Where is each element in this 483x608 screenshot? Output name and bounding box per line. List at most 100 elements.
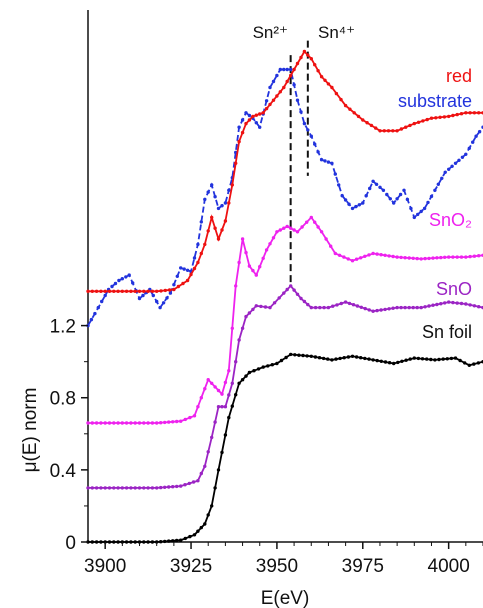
data-point	[227, 393, 231, 397]
data-point	[374, 182, 379, 186]
data-point	[261, 365, 265, 369]
data-point	[271, 79, 276, 84]
data-point	[90, 540, 95, 544]
data-point	[405, 197, 410, 202]
data-point	[316, 225, 320, 229]
data-point	[264, 248, 269, 252]
data-point	[342, 255, 346, 259]
data-point	[347, 202, 351, 206]
data-point	[275, 94, 279, 98]
data-point	[285, 79, 289, 84]
data-point	[227, 201, 231, 205]
data-point	[216, 468, 221, 472]
data-point	[213, 195, 217, 199]
data-point	[188, 534, 192, 539]
data-point	[455, 112, 459, 117]
data-point	[292, 67, 296, 72]
data-point	[331, 304, 335, 308]
data-point	[458, 358, 462, 363]
series-label-sn-foil: Sn foil	[422, 322, 472, 342]
data-point	[301, 353, 305, 358]
data-point	[391, 254, 395, 259]
data-point	[359, 256, 363, 260]
y-tick-label: 0	[65, 533, 76, 554]
data-point	[379, 253, 383, 257]
data-point	[468, 111, 472, 115]
data-point	[268, 305, 272, 310]
data-point	[326, 82, 331, 86]
data-point	[423, 256, 427, 261]
data-point	[330, 85, 334, 90]
data-point	[278, 90, 282, 94]
data-point	[368, 186, 372, 191]
data-point	[93, 311, 97, 316]
data-point	[183, 417, 187, 422]
series-line-1	[88, 284, 483, 489]
data-point	[447, 300, 451, 304]
data-point	[289, 226, 293, 230]
data-point	[155, 486, 159, 490]
data-point	[319, 230, 324, 234]
data-point	[354, 204, 358, 209]
data-point	[196, 479, 200, 483]
data-point	[203, 242, 207, 247]
data-point	[86, 486, 90, 490]
data-point	[199, 525, 203, 530]
data-point	[340, 194, 344, 198]
data-point	[339, 97, 343, 102]
data-point	[172, 283, 176, 287]
data-point	[293, 353, 297, 357]
data-point	[251, 114, 255, 119]
data-point	[163, 485, 167, 489]
data-point	[295, 292, 300, 296]
data-point	[230, 326, 234, 330]
data-point	[206, 229, 210, 233]
data-point	[453, 161, 458, 165]
data-point	[216, 237, 221, 241]
x-tick-label: 4000	[428, 556, 470, 577]
data-point	[472, 254, 477, 258]
data-point	[449, 356, 454, 361]
data-point	[297, 353, 301, 357]
data-point	[363, 356, 367, 361]
data-point	[223, 201, 228, 205]
data-point	[435, 256, 439, 260]
data-point	[309, 215, 313, 220]
data-point	[142, 289, 146, 293]
data-point	[129, 289, 133, 293]
data-point	[117, 278, 121, 283]
data-point	[133, 421, 137, 425]
data-point	[477, 130, 482, 134]
data-point	[316, 150, 320, 154]
data-point	[112, 486, 116, 490]
x-tick-label: 3950	[256, 556, 298, 577]
data-point	[116, 421, 120, 425]
data-point	[176, 284, 181, 289]
data-point	[244, 250, 248, 255]
data-point	[438, 115, 442, 120]
data-point	[94, 540, 99, 544]
data-point	[196, 260, 200, 265]
data-point	[468, 303, 472, 307]
data-point	[155, 421, 159, 425]
data-point	[155, 289, 159, 293]
data-point	[439, 255, 443, 260]
data-point	[367, 308, 371, 312]
data-point	[192, 266, 197, 271]
data-point	[159, 289, 163, 293]
data-point	[346, 257, 350, 261]
data-point	[112, 289, 116, 293]
data-point	[472, 362, 476, 366]
data-point	[379, 359, 383, 363]
data-point	[234, 360, 238, 364]
x-tick-label: 3925	[170, 556, 212, 577]
data-point	[408, 357, 412, 361]
data-point	[359, 305, 363, 309]
data-point	[182, 267, 186, 271]
data-point	[161, 301, 166, 305]
data-point	[223, 380, 228, 385]
data-point	[213, 226, 217, 230]
data-point	[216, 405, 221, 409]
data-point	[279, 358, 284, 363]
data-point	[313, 62, 317, 67]
